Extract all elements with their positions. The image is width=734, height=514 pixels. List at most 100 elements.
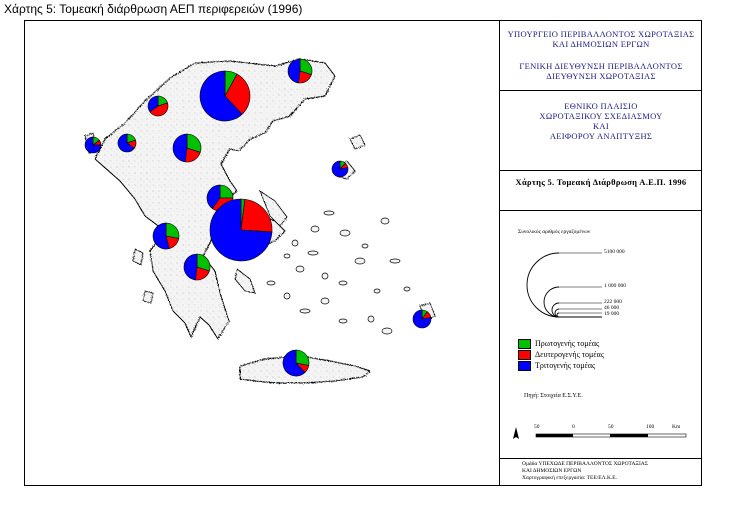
ministry-line-2: ΚΑΙ ΔΗΜΟΣΙΩΝ ΕΡΓΩΝ [552, 39, 650, 49]
pie-slice-west-macedonia-secondary [149, 102, 169, 117]
framework-line-2: ΧΩΡΟΤΑΞΙΚΟΥ ΣΧΕΔΙΑΣΜΟΥ [539, 111, 663, 121]
pie-slice-central-greece-tertiary [206, 184, 221, 209]
map-title-box: Χάρτης 5. Τομεακή Διάρθρωση Α.Ε.Π. 1996 [500, 171, 702, 211]
framework-box: ΕΘΝΙΚΟ ΠΛΑΙΣΙΟ ΧΩΡΟΤΑΞΙΚΟΥ ΣΧΕΔΙΑΣΜΟΥ ΚΑ… [500, 91, 702, 171]
north-arrow-icon [513, 427, 519, 439]
pie-slice-peloponnese-tertiary [183, 253, 198, 281]
map-title: Χάρτης 5. Τομεακή Διάρθρωση Α.Ε.Π. 1996 [515, 177, 687, 187]
framework-line-3: ΚΑΙ [592, 121, 609, 131]
pie-slice-east-macedonia-thrace-tertiary [287, 58, 301, 84]
pie-north-aegean [331, 160, 349, 178]
size-value-3: 222 000 [604, 299, 622, 305]
pie-slice-attica-secondary [240, 198, 273, 233]
greece-map [84, 58, 436, 384]
pie-slice-western-greece-tertiary [152, 222, 170, 250]
credit-line-3: Χαρτογραφική επεξεργασία: ΤΕΕ/ΕΛ.Κ.Ε. [522, 475, 618, 481]
pie-slice-south-aegean-tertiary [412, 309, 432, 329]
island [266, 280, 276, 286]
credit-line-1: Ομάδα ΥΠΕΧΩΔΕ ΠΕΡΙΒΑΛΛΟΝΤΟΣ ΧΩΡΟΤΑΞΙΑΣ [522, 461, 648, 467]
pie-slice-corfu-ionian-tertiary [84, 136, 102, 154]
size-value-5: 19 000 [604, 311, 620, 317]
island [338, 318, 348, 324]
island [323, 210, 335, 216]
pie-slice-central-macedonia-secondary [224, 73, 251, 115]
map-frame [24, 20, 702, 486]
credit-line-2: ΚΑΙ ΔΗΜΟΣΙΩΝ ΕΡΓΩΝ [522, 468, 582, 474]
pie-attica [209, 198, 273, 262]
island [283, 253, 291, 259]
island [403, 286, 411, 292]
island [307, 250, 319, 256]
legend-box: Συνολικός αριθμός εργαζομένων 5100 000 1… [500, 211, 702, 459]
secondary-swatch [518, 350, 531, 361]
pie-crete [282, 349, 310, 377]
island [389, 258, 401, 264]
map-area [25, 21, 499, 485]
legend-item-tertiary: Τριτογενής τομέας [518, 361, 596, 372]
pie-slice-north-aegean-tertiary [331, 160, 349, 178]
size-value-2: 1 000 000 [604, 283, 626, 289]
pie-slice-crete-tertiary [282, 349, 306, 377]
pie-slice-epirus-tertiary [117, 133, 135, 153]
pie-epirus [117, 133, 137, 153]
framework-line-4: ΑΕΙΦΟΡΟΥ ΑΝΑΠΤΥΞΗΣ [549, 131, 653, 141]
map-caption: Χάρτης 5: Τομεακή διάρθρωση ΑΕΠ περιφερε… [4, 2, 303, 16]
tertiary-swatch [518, 361, 531, 372]
pie-slice-peloponnese-primary [196, 253, 211, 272]
island [373, 288, 381, 294]
framework-line-1: ΕΘΝΙΚΟ ΠΛΑΙΣΙΟ [564, 101, 638, 111]
primary-swatch [518, 339, 531, 350]
pie-peloponnese [183, 253, 211, 281]
size-legend-title: Συνολικός αριθμός εργαζομένων [518, 229, 591, 235]
pie-central-macedonia [199, 70, 251, 122]
island [295, 265, 305, 273]
pie-south-aegean [412, 309, 432, 329]
island [321, 272, 329, 280]
size-value-1: 5100 000 [604, 249, 625, 255]
island [320, 297, 330, 305]
legend-label-secondary: Δευτερογενής τομέας [535, 350, 604, 359]
island [299, 308, 311, 314]
island [381, 327, 393, 335]
island [291, 239, 299, 247]
legend-label-tertiary: Τριτογενής τομέας [535, 361, 596, 370]
island [339, 229, 351, 237]
island [380, 217, 390, 225]
aegean-islands [266, 210, 411, 335]
size-legend-circles [526, 252, 602, 318]
legend-item-secondary: Δευτερογενής τομέας [518, 350, 604, 361]
island [367, 315, 375, 323]
pie-western-greece [152, 222, 180, 250]
scale-label-1: 50 [534, 424, 540, 430]
region-pies [84, 58, 432, 377]
scale-label-3: 50 [608, 424, 614, 430]
credits-box: Ομάδα ΥΠΕΧΩΔΕ ΠΕΡΙΒΑΛΛΟΝΤΟΣ ΧΩΡΟΤΑΞΙΑΣ Κ… [500, 459, 702, 485]
directorate-line-2: ΔΙΕΥΘΥΝΣΗ ΧΩΡΟΤΑΞΙΑΣ [546, 71, 656, 81]
pie-slice-thessaly-tertiary [172, 133, 188, 163]
island [310, 225, 320, 233]
size-value-4: 46 000 [604, 305, 620, 311]
pie-slice-attica-tertiary [209, 198, 273, 262]
pie-slice-west-macedonia-tertiary [147, 95, 159, 113]
scale-label-5: Km [672, 424, 681, 430]
pie-thessaly [172, 133, 202, 163]
island [283, 292, 291, 300]
ministry-line-1: ΥΠΟΥΡΓΕΙΟ ΠΕΡΙΒΑΛΛΟΝΤΟΣ ΧΩΡΟΤΑΞΙΑΣ [507, 29, 695, 39]
directorate-line-1: ΓΕΝΙΚΗ ΔΙΕΥΘΥΝΣΗ ΠΕΡΙΒΑΛΛΟΝΤΟΣ [519, 61, 683, 71]
legend-label-primary: Πρωτογενής τομέας [535, 339, 600, 348]
pie-west-macedonia [147, 95, 169, 117]
legend-item-primary: Πρωτογενής τομέας [518, 339, 600, 350]
pie-corfu-ionian [84, 136, 102, 154]
island [361, 243, 369, 249]
scale-label-2: 0 [572, 424, 575, 430]
scale-bar [513, 427, 687, 439]
ministry-box: ΥΠΟΥΡΓΕΙΟ ΠΕΡΙΒΑΛΛΟΝΤΟΣ ΧΩΡΟΤΑΞΙΑΣ ΚΑΙ Δ… [500, 21, 702, 91]
legend-panel: ΥΠΟΥΡΓΕΙΟ ΠΕΡΙΒΑΛΛΟΝΤΟΣ ΧΩΡΟΤΑΞΙΑΣ ΚΑΙ Δ… [499, 21, 702, 485]
pie-slice-thessaly-primary [186, 133, 202, 153]
scale-label-4: 100 [646, 424, 655, 430]
island [354, 257, 366, 265]
pie-slice-central-macedonia-tertiary [199, 70, 243, 122]
pie-east-macedonia-thrace [287, 58, 313, 84]
source-note: Πηγή: Στοιχεία Ε.Σ.Υ.Ε. [524, 393, 583, 399]
island [338, 280, 348, 286]
